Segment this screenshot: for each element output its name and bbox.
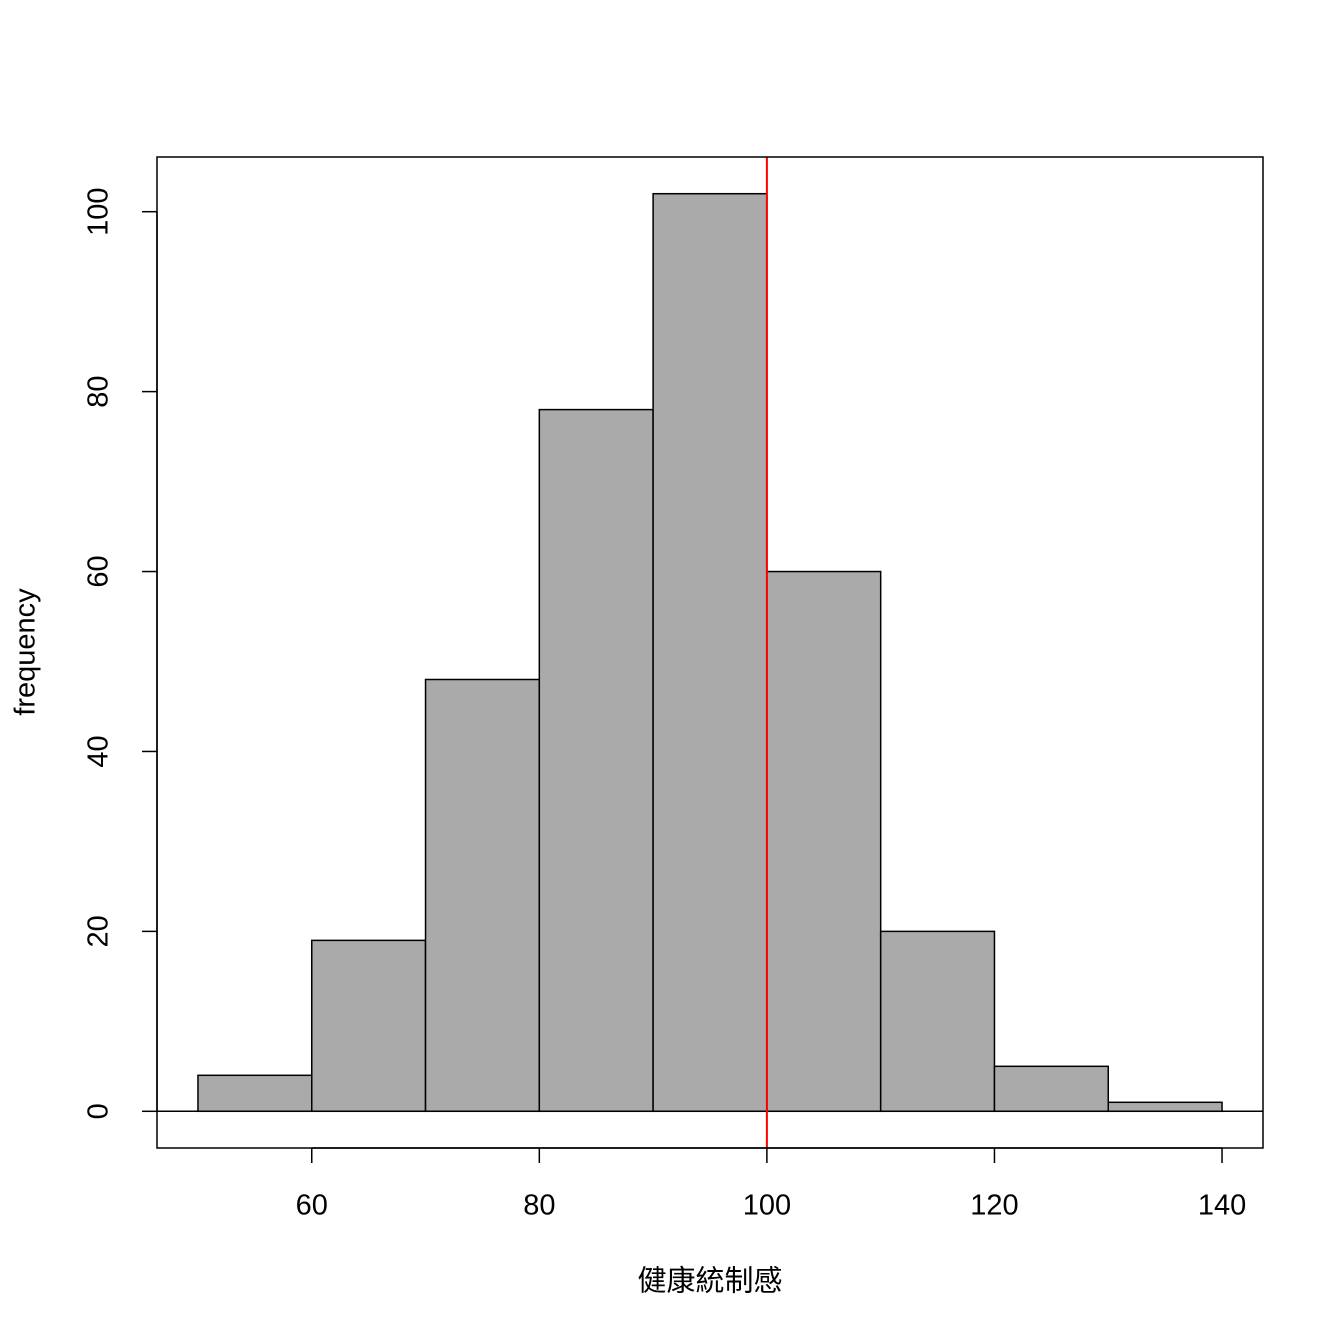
bar: [1107, 1101, 1223, 1113]
y-axis-label: frequency: [10, 588, 42, 716]
x-axis-label: 健康統制感: [637, 1265, 782, 1298]
bar: [766, 570, 882, 1113]
x-tick-label: 60: [296, 1190, 328, 1222]
bar: [538, 408, 654, 1113]
bar: [879, 930, 996, 1113]
bar: [197, 1074, 313, 1113]
bar: [993, 1065, 1110, 1113]
x-tick-label: 80: [523, 1190, 555, 1222]
y-tick-label: 80: [83, 375, 115, 407]
bar: [652, 192, 768, 1113]
y-tick-label: 40: [83, 735, 115, 767]
bar: [424, 678, 541, 1113]
y-tick-label: 60: [83, 555, 115, 587]
x-tick-label: 100: [743, 1190, 791, 1222]
bar: [310, 939, 427, 1113]
x-tick-label: 120: [970, 1190, 1018, 1222]
y-tick-label: 100: [83, 188, 115, 236]
x-tick-label: 140: [1198, 1190, 1246, 1222]
y-tick-label: 0: [83, 1103, 115, 1119]
y-tick-label: 20: [83, 915, 115, 947]
